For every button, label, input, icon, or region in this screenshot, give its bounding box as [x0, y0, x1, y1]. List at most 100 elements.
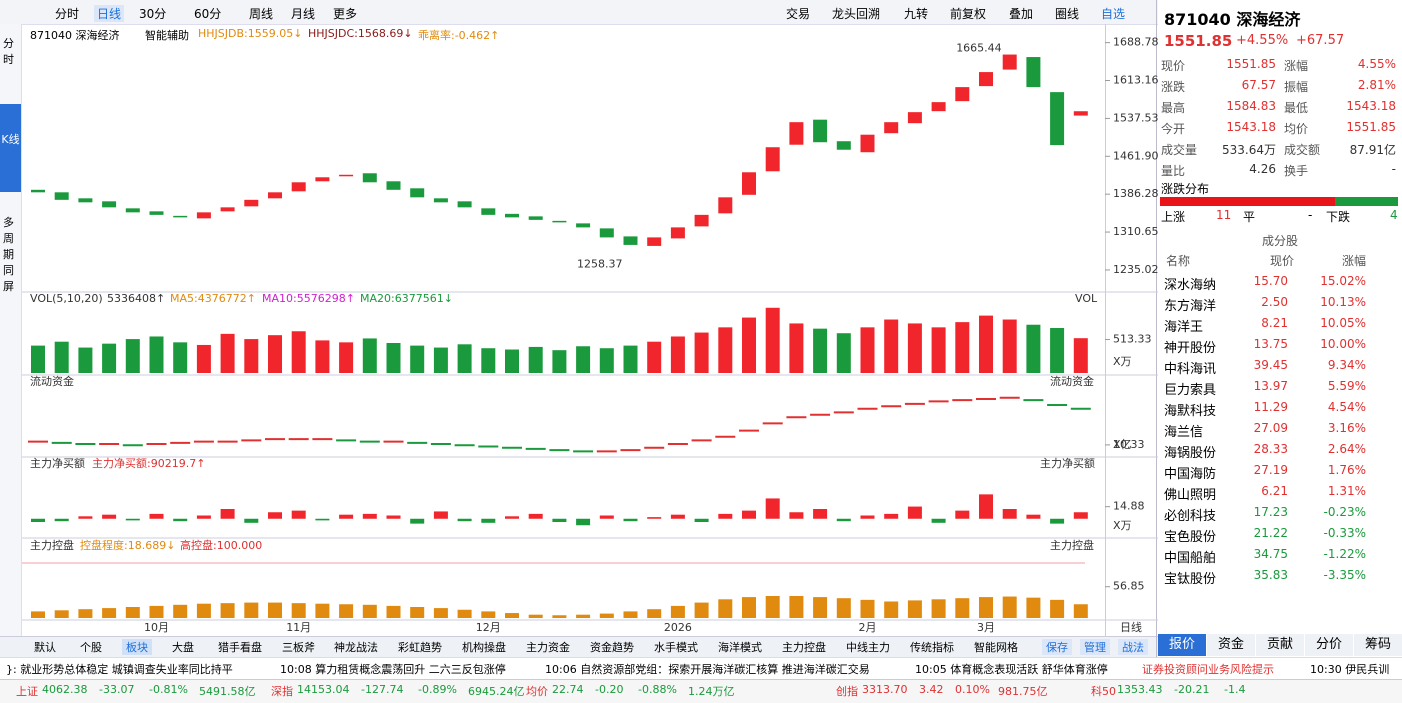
netbuy-bar [1026, 514, 1041, 519]
toolbar-button[interactable]: 龙头回溯 [832, 7, 881, 21]
stock-name[interactable]: 海默科技 [1164, 404, 1217, 419]
toolbar-button[interactable]: 叠加 [1009, 7, 1034, 21]
stock-name[interactable]: 中科海讯 [1164, 362, 1217, 377]
period-label: 日线 [1120, 620, 1142, 634]
stock-price: 28.33 [1253, 442, 1288, 456]
stock-name[interactable]: 深水海纳 [1164, 278, 1217, 293]
bottom-tab[interactable]: 神龙战法 [334, 641, 378, 654]
toolbar-button[interactable]: 九转 [904, 7, 929, 21]
index-pct: -0.89% [418, 683, 457, 696]
bottom-tab[interactable]: 中线主力 [846, 641, 890, 654]
toolbar-button[interactable]: 60分 [194, 7, 222, 21]
dist-label: 下跌 [1326, 210, 1351, 224]
panel-tab[interactable]: 报价 [1158, 634, 1206, 656]
stock-name[interactable]: 必创科技 [1164, 509, 1217, 524]
toolbar-button[interactable]: 自选 [1101, 7, 1126, 21]
candle-body [694, 214, 709, 227]
toolbar-button[interactable]: 周线 [249, 7, 274, 21]
bottom-tab[interactable]: 主力控盘 [782, 641, 826, 654]
toolbar-button[interactable]: 日线 [94, 5, 125, 22]
bottom-tab[interactable]: 机构操盘 [462, 641, 506, 654]
bottom-tab[interactable]: 资金趋势 [590, 641, 634, 654]
quote-label: 涨幅 [1284, 59, 1309, 73]
candle-body [220, 207, 235, 212]
bottom-tab[interactable]: 智能网格 [974, 641, 1018, 654]
stock-price: 2.50 [1261, 295, 1288, 309]
quote-value: 4.26 [1249, 162, 1276, 176]
bottom-tab[interactable]: 主力资金 [526, 641, 570, 654]
control-bar [884, 601, 899, 618]
quote-label: 量比 [1161, 164, 1186, 178]
candle-body [505, 213, 519, 218]
news-item[interactable]: 10:08 算力租赁概念震荡回升 二六三反包涨停 [280, 663, 506, 676]
stock-name[interactable]: 宝钛股份 [1164, 572, 1217, 587]
chart: 1688.78 1613.16 1537.53 1461.90 1386.28 1310.… [22, 36, 1158, 634]
dist-label: 平 [1243, 210, 1256, 224]
volume-label: 5336408↑ [107, 292, 165, 305]
panel-tab[interactable]: 分价 [1305, 634, 1353, 656]
stock-name[interactable]: 巨力索具 [1164, 383, 1217, 398]
panel-tab[interactable]: 筹码 [1354, 634, 1402, 656]
candle-body [291, 182, 306, 192]
news-item[interactable]: 10:06 自然资源部党组：探索开展海洋碳汇核算 推进海洋碳汇交易 [545, 663, 870, 676]
bottom-tab[interactable]: 管理 [1080, 639, 1110, 655]
index-change: -127.74 [361, 683, 404, 696]
control-bar [931, 599, 946, 618]
netbuy-bar [694, 518, 709, 522]
control-bar [78, 609, 93, 618]
sidebar-tab[interactable]: K线 [0, 104, 21, 192]
volume-bar [860, 327, 875, 373]
sidebar-tab[interactable]: 多周期同屏 [3, 216, 14, 293]
toolbar-button[interactable]: 分时 [55, 7, 80, 21]
quote-value: 1543.18 [1226, 120, 1276, 134]
panel-tab[interactable]: 资金 [1207, 634, 1255, 656]
panel-tab[interactable]: 贡献 [1256, 634, 1304, 656]
netbuy-bar [742, 510, 756, 519]
bottom-tab[interactable]: 彩虹趋势 [398, 641, 442, 654]
news-item[interactable]: 证券投资顾问业务风险提示 [1142, 663, 1274, 676]
candle-body [718, 197, 733, 214]
netbuy-bar [315, 518, 330, 521]
stock-name[interactable]: 海洋王 [1164, 320, 1204, 335]
stock-name[interactable]: 中国船舶 [1164, 551, 1217, 566]
stock-name[interactable]: 宝色股份 [1164, 530, 1217, 545]
stock-name[interactable]: 神开股份 [1164, 341, 1217, 356]
toolbar-button[interactable]: 交易 [786, 7, 811, 21]
stock-name[interactable]: 海兰信 [1164, 425, 1204, 440]
bottom-tab[interactable]: 保存 [1042, 639, 1072, 655]
bottom-tab[interactable]: 战法 [1118, 639, 1148, 655]
stock-name[interactable]: 中国海防 [1164, 467, 1217, 482]
candle-body [599, 228, 614, 238]
candle-body [196, 212, 211, 219]
bottom-tab[interactable]: 个股 [80, 641, 102, 654]
control-bar [125, 607, 140, 618]
netbuy-bar [860, 515, 875, 519]
stock-pct: 5.59% [1327, 379, 1366, 393]
control-bar [173, 604, 188, 618]
toolbar-button[interactable]: 更多 [333, 7, 358, 21]
stock-name[interactable]: 东方海洋 [1164, 299, 1217, 314]
news-item[interactable]: 10:30 伊民兵训 [1310, 663, 1390, 676]
toolbar-button[interactable]: 圈线 [1055, 7, 1080, 21]
bottom-tab[interactable]: 传统指标 [910, 641, 954, 654]
bottom-tab[interactable]: 板块 [122, 639, 152, 655]
bottom-tab[interactable]: 默认 [34, 641, 56, 654]
sidebar-tab[interactable]: 分时 [3, 37, 14, 66]
volume-bar [599, 348, 614, 373]
index-amount: 1.24万亿 [688, 685, 735, 698]
news-item[interactable]: 10:05 体育概念表现活跃 舒华体育涨停 [915, 663, 1108, 676]
toolbar-button[interactable]: 30分 [139, 7, 167, 21]
unit-label: X万 [1113, 355, 1132, 368]
bottom-tab[interactable]: 猎手看盘 [218, 641, 262, 654]
stock-name[interactable]: 海锅股份 [1164, 446, 1217, 461]
toolbar-button[interactable]: 前复权 [950, 7, 987, 21]
news-item[interactable]: }: 就业形势总体稳定 城镇调查失业率同比持平 [6, 663, 233, 676]
bottom-tab[interactable]: 三板斧 [282, 641, 315, 654]
volume-bar [268, 335, 282, 373]
bottom-tab[interactable]: 大盘 [172, 641, 194, 654]
toolbar-button[interactable]: 月线 [291, 7, 316, 21]
bottom-tab[interactable]: 水手模式 [654, 641, 698, 654]
stock-name[interactable]: 佛山照明 [1164, 488, 1217, 503]
price: 1551.85 [1164, 32, 1233, 50]
bottom-tab[interactable]: 海洋模式 [718, 641, 762, 654]
